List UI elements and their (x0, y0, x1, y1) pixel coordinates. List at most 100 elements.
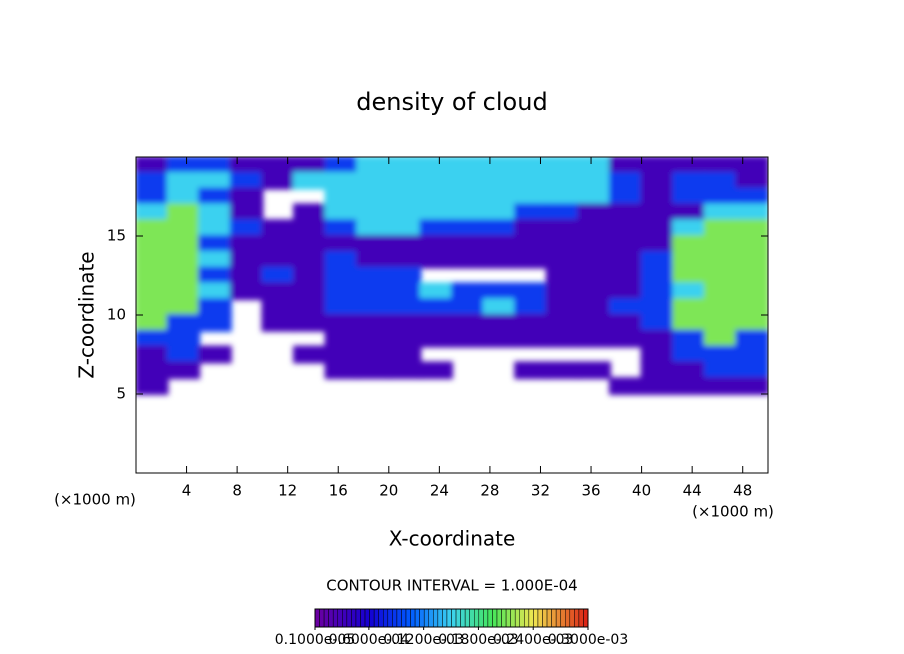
colorbar-swatch (542, 608, 548, 628)
cell (482, 298, 517, 316)
cell (482, 219, 517, 237)
cell (229, 171, 264, 190)
cell (735, 282, 768, 301)
cell (482, 329, 517, 348)
cell (324, 203, 359, 222)
colorbar-swatch (496, 608, 502, 628)
colorbar-swatch (337, 608, 343, 628)
cell (545, 266, 580, 285)
cell (672, 266, 706, 285)
cell (703, 235, 738, 253)
cell (545, 361, 580, 380)
cell (166, 157, 201, 174)
colorbar-swatch (342, 608, 348, 628)
colorbar-swatch (505, 608, 511, 628)
cell (356, 171, 390, 190)
cell (577, 187, 611, 206)
cell (577, 282, 611, 301)
colorbar-swatch (528, 608, 534, 628)
cell (577, 329, 611, 348)
field (136, 157, 768, 395)
colorbar-swatch (583, 608, 589, 628)
cell (514, 298, 548, 316)
cell (735, 203, 768, 222)
cell (229, 157, 264, 174)
cell (703, 157, 738, 174)
cell (356, 282, 390, 301)
cell (640, 282, 675, 301)
cell (735, 361, 768, 380)
cell (703, 361, 738, 380)
colorbar-swatch (574, 608, 580, 628)
x-tick-label: 4 (182, 482, 192, 500)
cell (419, 329, 453, 348)
colorbar-swatch (355, 608, 361, 628)
cell (640, 266, 675, 285)
cell (577, 314, 611, 332)
cell (293, 266, 327, 285)
cell (324, 345, 359, 364)
colorbar-swatch (460, 608, 466, 628)
cell (735, 298, 768, 316)
colorbar-swatch (387, 608, 393, 628)
colorbar-swatch (533, 608, 539, 628)
cell (166, 203, 201, 222)
cell (387, 314, 422, 332)
cell (419, 203, 453, 222)
cell (324, 219, 359, 237)
cell (324, 171, 359, 190)
cell (672, 298, 706, 316)
cell (735, 187, 768, 206)
cell (387, 157, 422, 174)
cell (229, 282, 264, 301)
colorbar-swatch (351, 608, 357, 628)
cell (609, 329, 643, 348)
cell (703, 266, 738, 285)
cell (229, 235, 264, 253)
cell (229, 266, 264, 285)
cell (166, 314, 201, 332)
cell (198, 157, 232, 174)
cell (609, 171, 643, 190)
cell (387, 345, 422, 364)
cell (640, 345, 675, 364)
cell (387, 187, 422, 206)
cell (261, 157, 295, 174)
y-tick-label: 5 (116, 385, 126, 403)
cell (166, 187, 201, 206)
y-tick-label: 15 (107, 227, 126, 245)
cell (198, 282, 232, 301)
cell (419, 282, 453, 301)
cell (609, 377, 643, 395)
cell (672, 203, 706, 222)
cell (136, 266, 169, 285)
colorbar-swatch (369, 608, 375, 628)
cell (451, 314, 485, 332)
cell (735, 345, 768, 364)
cell (514, 314, 548, 332)
cell (672, 250, 706, 269)
cell (703, 314, 738, 332)
colorbar-swatch (360, 608, 366, 628)
cell (703, 171, 738, 190)
cell (387, 329, 422, 348)
cell (451, 157, 485, 174)
cell (387, 171, 422, 190)
cell (136, 171, 169, 190)
cell (545, 250, 580, 269)
x-tick-label: 12 (278, 482, 297, 500)
cell (166, 171, 201, 190)
cell (609, 157, 643, 174)
colorbar-swatch (392, 608, 398, 628)
cell (514, 187, 548, 206)
colorbar-swatch (383, 608, 389, 628)
colorbar-swatch (346, 608, 352, 628)
cell (514, 171, 548, 190)
cell (703, 282, 738, 301)
cell (387, 266, 422, 285)
cell (387, 203, 422, 222)
cell (451, 329, 485, 348)
cell (640, 171, 675, 190)
colorbar-swatch (328, 608, 334, 628)
